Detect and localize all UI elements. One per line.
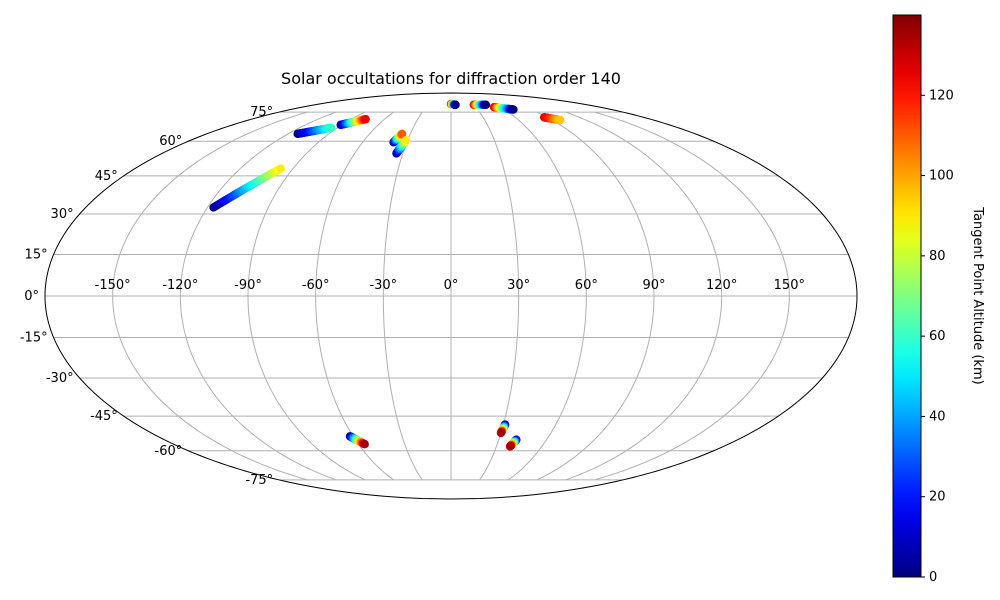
occultation-point: [276, 164, 285, 173]
occultation-point: [326, 123, 336, 132]
occultation-point: [481, 100, 491, 110]
occultation-point: [451, 100, 460, 110]
colorbar-tick-label: 100: [929, 169, 954, 184]
colorbar-tick-label: 120: [929, 88, 954, 103]
latitude-tick-label: -75°: [245, 473, 273, 488]
colorbar-tick-label: 80: [929, 249, 946, 264]
longitude-tick-label: 90°: [642, 278, 665, 293]
latitude-tick-label: 45°: [95, 169, 118, 184]
meridian-gridline: [315, 111, 395, 481]
meridian-gridline: [247, 111, 366, 481]
colorbar-label: Tangent Point Altitude (km): [970, 206, 985, 384]
longitude-tick-label: 120°: [706, 278, 737, 293]
longitude-tick-labels: -150° -120° -90° -60° -30° 0° 30° 60° 90° 120° 150…: [95, 278, 805, 293]
colorbar-ticks: 0 20 40 60 80 100 120: [921, 88, 954, 585]
map-boundary: [44, 92, 858, 500]
map-grid: [45, 111, 857, 481]
longitude-tick-label: 60°: [575, 278, 598, 293]
meridian-gridline: [594, 111, 790, 481]
meridian-gridline: [382, 111, 423, 481]
latitude-tick-label: -15°: [20, 331, 48, 346]
occultation-point: [401, 135, 411, 145]
occultation-point: [556, 115, 565, 125]
latitude-tick-label: -60°: [155, 444, 183, 459]
colorbar: [892, 14, 922, 578]
occultation-point: [505, 442, 515, 451]
latitude-tick-label: 60°: [159, 134, 182, 149]
occultation-point: [361, 114, 370, 124]
longitude-tick-label: 0°: [444, 278, 459, 293]
longitude-tick-label: 150°: [774, 278, 805, 293]
occultation-point: [509, 105, 518, 114]
latitude-tick-label: -30°: [46, 371, 74, 386]
meridian-gridline: [565, 111, 723, 481]
chart-title: Solar occultations for diffraction order…: [281, 69, 621, 88]
latitude-tick-label: 75°: [250, 105, 273, 120]
meridian-gridline: [112, 111, 308, 481]
latitude-tick-labels: -75° -60° -45° -30° -15° 0° 15° 30° 45° 60° 75°: [20, 105, 273, 488]
meridian-gridline: [536, 111, 655, 481]
occultation-point: [496, 428, 506, 438]
longitude-tick-label: -90°: [234, 278, 262, 293]
latitude-tick-label: 30°: [51, 207, 74, 222]
longitude-tick-label: -60°: [302, 278, 330, 293]
colorbar-tick-label: 0: [929, 570, 937, 585]
meridian-gridline: [179, 111, 337, 481]
longitude-tick-label: 30°: [507, 278, 530, 293]
meridian-gridline: [507, 111, 587, 481]
latitude-tick-label: -45°: [90, 409, 118, 424]
occultation-point: [397, 129, 407, 139]
latitude-tick-label: 15°: [25, 247, 48, 262]
colorbar-tick-label: 60: [929, 329, 946, 344]
longitude-tick-label: -150°: [95, 278, 131, 293]
colorbar-tick-label: 20: [929, 490, 946, 505]
occultation-point: [360, 440, 369, 449]
longitude-tick-label: -120°: [162, 278, 198, 293]
occultation-points: [209, 99, 565, 451]
latitude-tick-label: 0°: [24, 289, 39, 304]
colorbar-tick-label: 40: [929, 409, 946, 424]
longitude-tick-label: -30°: [369, 278, 397, 293]
